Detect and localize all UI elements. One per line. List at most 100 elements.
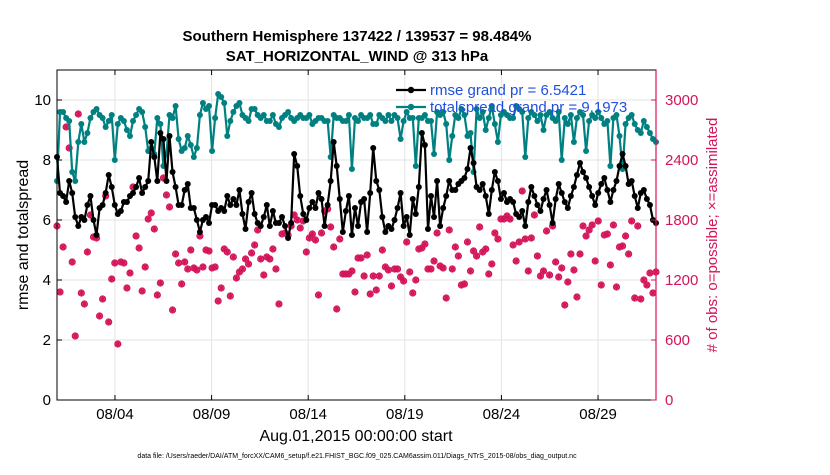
series-point xyxy=(120,118,127,124)
series-point xyxy=(196,112,203,118)
legend-entry: totalspread grand pr = 9.1973 xyxy=(430,99,627,116)
obs-assimilated-point xyxy=(637,295,644,303)
obs-assimilated-point xyxy=(604,230,611,238)
series-point xyxy=(424,226,431,232)
series-point xyxy=(467,145,474,151)
series-point xyxy=(552,118,559,124)
obs-assimilated-point xyxy=(336,235,343,243)
series-point xyxy=(263,202,270,208)
obs-assimilated-point xyxy=(546,271,553,279)
obs-assimilated-point xyxy=(315,291,322,299)
line-series xyxy=(54,91,659,241)
series-point xyxy=(409,115,416,121)
series-point xyxy=(345,193,352,199)
series-point xyxy=(485,211,492,217)
series-point xyxy=(437,223,444,229)
x-axis-label: Aug.01,2015 00:00:00 start xyxy=(259,428,453,445)
series-point xyxy=(181,145,188,151)
series-point xyxy=(212,202,219,208)
obs-assimilated-point xyxy=(333,305,340,313)
series-point xyxy=(373,178,380,184)
series-point xyxy=(458,106,465,112)
obs-assimilated-point xyxy=(388,282,395,290)
series-point xyxy=(367,190,374,196)
obs-assimilated-point xyxy=(327,223,334,231)
obs-assimilated-point xyxy=(181,258,188,266)
obs-assimilated-point xyxy=(634,222,641,230)
series-point xyxy=(431,214,438,220)
series-point xyxy=(640,187,647,193)
series-point xyxy=(99,202,106,208)
obs-assimilated-point xyxy=(230,253,237,261)
series-point xyxy=(87,193,94,199)
obs-assimilated-point xyxy=(272,265,280,273)
obs-assimilated-point xyxy=(62,123,70,131)
series-point xyxy=(491,121,498,127)
obs-assimilated-point xyxy=(509,241,517,249)
series-point xyxy=(440,205,447,211)
series-point xyxy=(434,178,441,184)
series-point xyxy=(525,115,532,121)
series-point xyxy=(534,202,541,208)
obs-assimilated-point xyxy=(166,203,173,211)
obs-assimilated-point xyxy=(442,294,450,302)
obs-assimilated-point xyxy=(379,246,386,254)
series-point xyxy=(348,232,355,238)
obs-assimilated-point xyxy=(585,226,593,234)
series-point xyxy=(488,103,495,109)
series-point xyxy=(500,190,507,196)
series-point xyxy=(227,202,234,208)
series-point xyxy=(522,154,529,160)
obs-assimilated-point xyxy=(455,252,462,260)
series-point xyxy=(580,169,587,175)
series-point xyxy=(321,223,328,229)
obs-assimilated-point xyxy=(172,250,179,258)
obs-assimilated-point xyxy=(373,286,380,294)
series-point xyxy=(616,163,623,169)
series-point xyxy=(184,133,191,139)
obs-assimilated-point xyxy=(610,221,617,229)
series-point xyxy=(552,196,559,202)
y2-tick-label: 2400 xyxy=(665,152,698,169)
series-point xyxy=(598,115,605,121)
series-point xyxy=(516,214,523,220)
series-point xyxy=(531,112,538,118)
obs-assimilated-point xyxy=(154,291,161,299)
obs-assimilated-point xyxy=(84,248,91,256)
series-point xyxy=(123,199,130,205)
series-point xyxy=(379,214,386,220)
obs-assimilated-point xyxy=(141,263,149,271)
obs-assimilated-point xyxy=(485,270,492,278)
series-point xyxy=(169,115,176,121)
x-tick-label: 08/29 xyxy=(579,406,617,423)
obs-assimilated-point xyxy=(199,263,207,271)
obs-assimilated-point xyxy=(631,294,638,302)
series-point xyxy=(139,190,146,196)
series-point xyxy=(218,94,225,100)
series-point xyxy=(631,121,638,127)
obs-assimilated-point xyxy=(251,241,258,249)
obs-assimilated-point xyxy=(269,245,277,253)
obs-assimilated-point xyxy=(427,265,435,273)
series-point xyxy=(616,133,623,139)
obs-assimilated-point xyxy=(151,225,158,233)
series-point xyxy=(154,115,161,121)
series-point xyxy=(570,139,577,145)
series-point xyxy=(482,193,489,199)
series-point xyxy=(443,193,450,199)
obs-assimilated-point xyxy=(582,232,590,240)
series-point xyxy=(494,139,501,145)
series-point xyxy=(440,109,447,115)
series-point xyxy=(467,130,474,136)
series-point xyxy=(105,118,112,124)
obs-assimilated-point xyxy=(312,236,319,244)
series-point xyxy=(364,229,371,235)
series-point xyxy=(409,196,416,202)
x-tick-label: 08/09 xyxy=(193,406,231,423)
series-point xyxy=(643,196,650,202)
y-axis-label: rmse and totalspread xyxy=(15,160,32,310)
obs-assimilated-point xyxy=(99,295,106,303)
series-point xyxy=(260,112,267,118)
series-point xyxy=(288,220,295,226)
obs-assimilated-point xyxy=(242,255,249,263)
